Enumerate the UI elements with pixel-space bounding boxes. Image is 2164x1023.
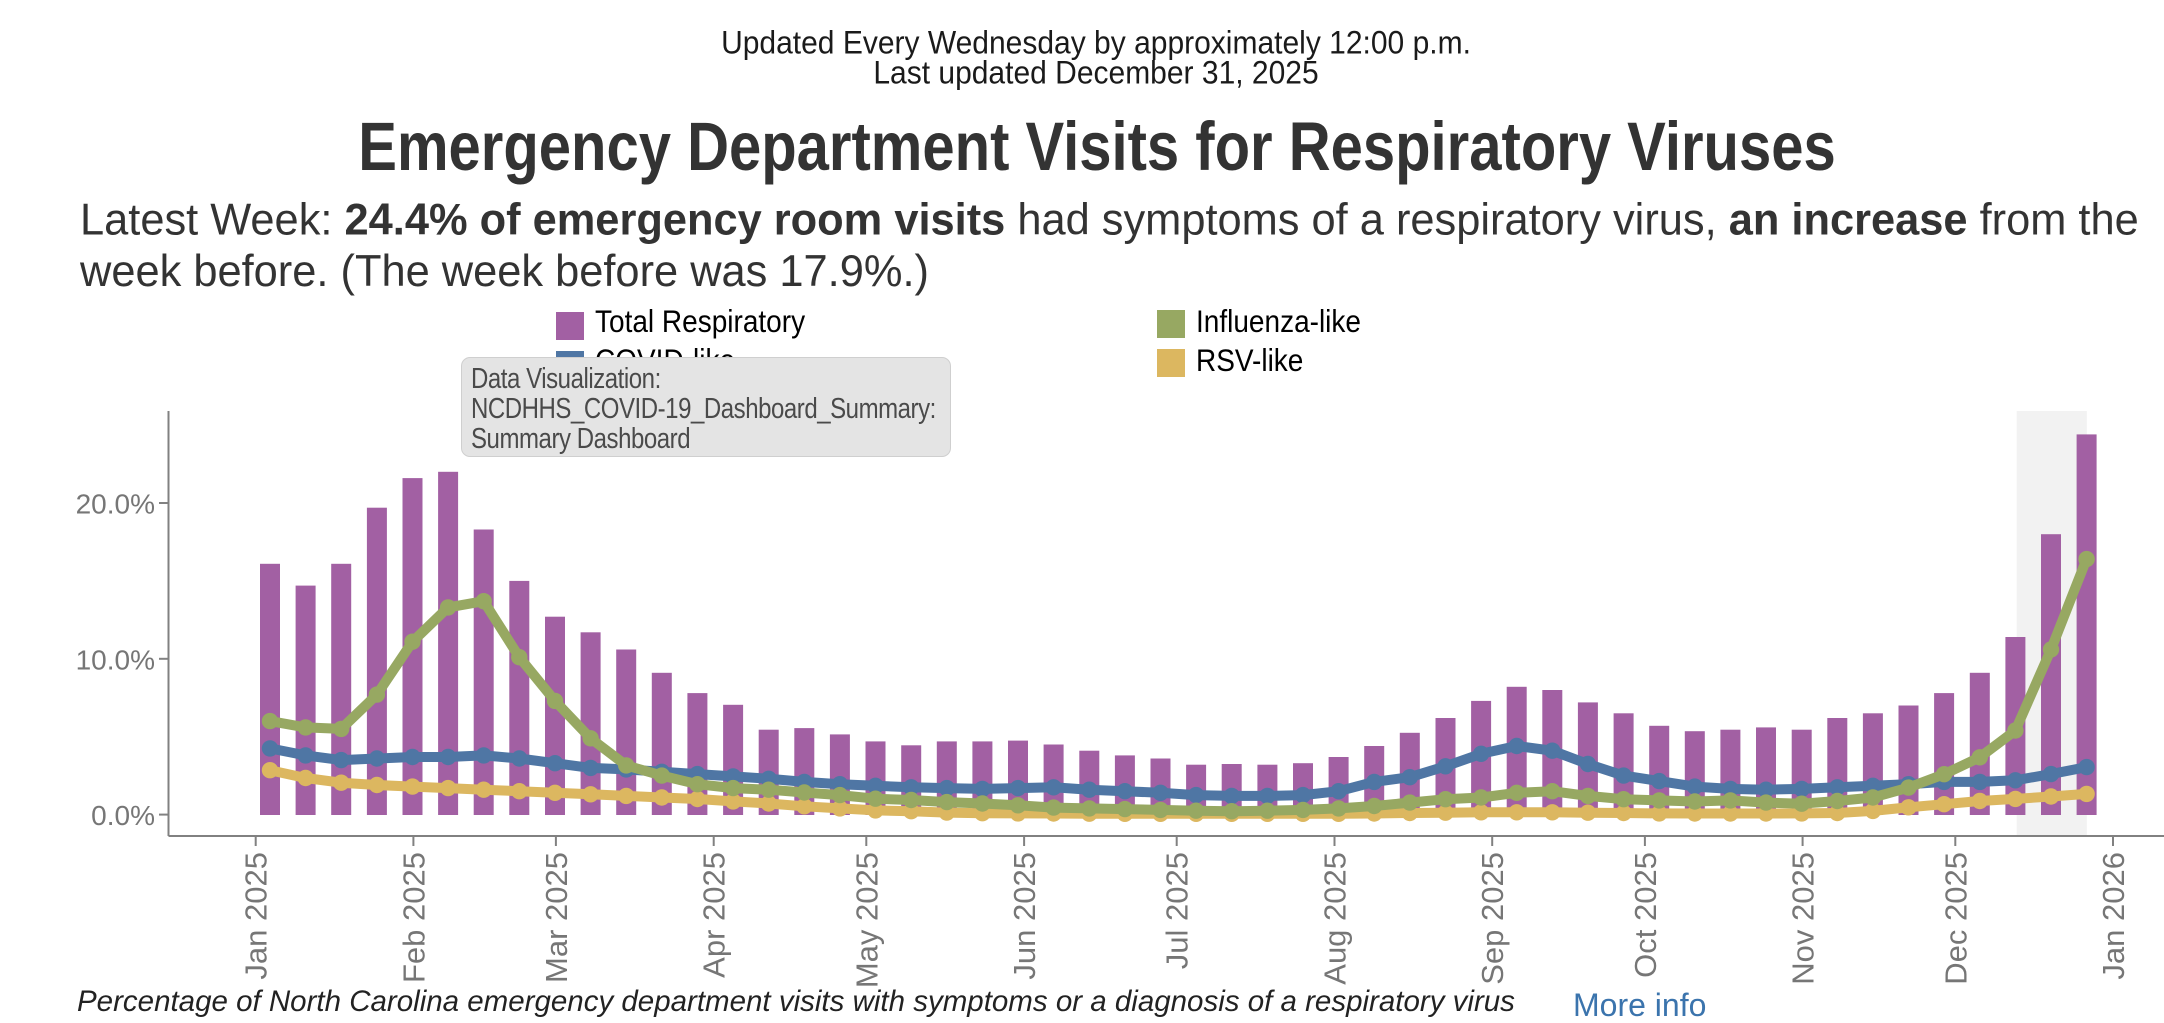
svg-text:Apr 2025: Apr 2025: [697, 852, 732, 978]
svg-text:Dec 2025: Dec 2025: [1938, 852, 1973, 985]
svg-text:Nov 2025: Nov 2025: [1786, 852, 1821, 985]
svg-text:Jun 2025: Jun 2025: [1007, 852, 1042, 980]
svg-text:0.0%: 0.0%: [91, 800, 155, 831]
svg-text:10.0%: 10.0%: [76, 644, 155, 675]
svg-text:Feb 2025: Feb 2025: [396, 852, 431, 983]
svg-text:Jan 2025: Jan 2025: [239, 852, 274, 980]
svg-text:20.0%: 20.0%: [76, 489, 155, 520]
svg-text:Aug 2025: Aug 2025: [1318, 852, 1353, 985]
svg-text:Mar 2025: Mar 2025: [539, 852, 574, 983]
svg-text:Sep 2025: Sep 2025: [1475, 852, 1510, 985]
svg-text:Jan 2026: Jan 2026: [2096, 852, 2131, 980]
svg-text:May 2025: May 2025: [849, 852, 884, 988]
svg-text:Jul 2025: Jul 2025: [1160, 852, 1195, 969]
svg-text:Oct 2025: Oct 2025: [1628, 852, 1663, 978]
